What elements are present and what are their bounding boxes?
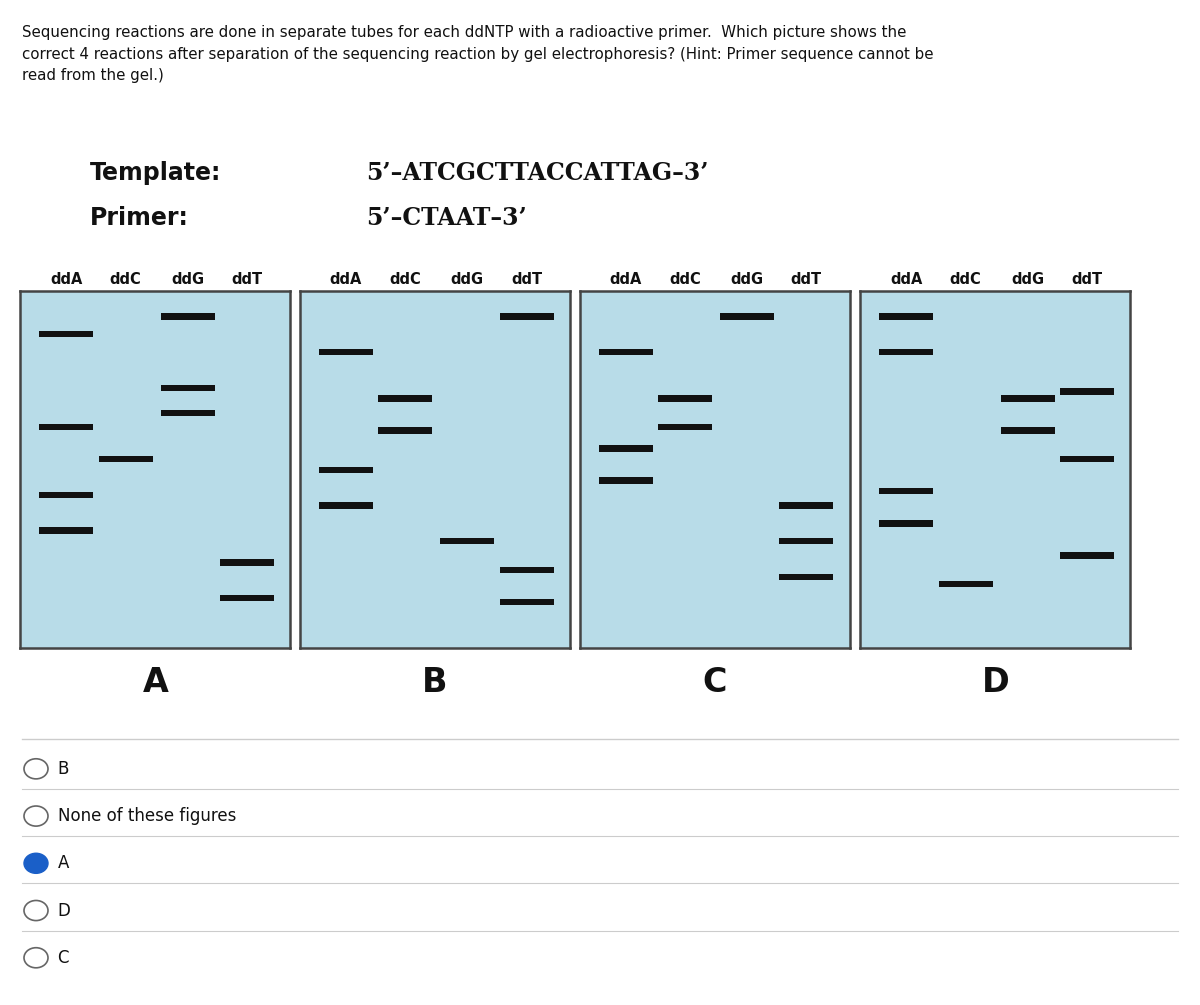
Bar — [720, 314, 774, 320]
Bar — [780, 502, 833, 509]
Bar — [98, 456, 152, 462]
Bar — [221, 595, 274, 601]
Bar — [880, 488, 934, 494]
Bar — [658, 395, 712, 402]
Bar — [938, 581, 992, 587]
Text: ddT: ddT — [1072, 272, 1103, 287]
Bar — [319, 502, 373, 509]
Text: A: A — [58, 854, 68, 872]
Text: Sequencing reactions are done in separate tubes for each ddNTP with a radioactiv: Sequencing reactions are done in separat… — [22, 25, 934, 83]
Text: A: A — [143, 666, 168, 699]
Bar — [880, 349, 934, 356]
Bar — [161, 410, 215, 416]
Bar — [599, 445, 653, 451]
Text: D: D — [58, 901, 71, 920]
Bar — [378, 395, 432, 402]
Bar — [599, 349, 653, 356]
Text: ddC: ddC — [950, 272, 982, 287]
Text: D: D — [982, 666, 1009, 699]
Text: C: C — [702, 666, 727, 699]
Text: None of these figures: None of these figures — [58, 807, 236, 825]
Text: ddT: ddT — [511, 272, 542, 287]
Bar — [40, 331, 94, 338]
Bar — [319, 466, 373, 473]
Bar — [1001, 427, 1055, 434]
Text: ddT: ddT — [791, 272, 822, 287]
Bar — [40, 528, 94, 534]
Text: ddA: ddA — [330, 272, 362, 287]
Bar — [161, 385, 215, 391]
Bar — [40, 424, 94, 430]
Text: C: C — [58, 949, 70, 967]
Text: B: B — [422, 666, 448, 699]
Bar — [319, 349, 373, 356]
Text: B: B — [58, 760, 68, 778]
Bar — [1061, 553, 1114, 559]
Bar — [658, 424, 712, 430]
Bar — [378, 427, 432, 434]
Bar — [500, 599, 553, 605]
Bar — [1061, 456, 1114, 462]
Text: ddT: ddT — [232, 272, 263, 287]
Text: ddC: ddC — [670, 272, 701, 287]
Bar — [880, 521, 934, 527]
Text: ddG: ddG — [1012, 272, 1044, 287]
Bar — [500, 314, 553, 320]
Text: 5’–CTAAT–3’: 5’–CTAAT–3’ — [366, 206, 527, 230]
Bar — [599, 477, 653, 483]
Text: ddA: ddA — [610, 272, 642, 287]
Text: ddC: ddC — [390, 272, 421, 287]
Text: ddG: ddG — [172, 272, 204, 287]
Text: ddC: ddC — [110, 272, 142, 287]
Bar — [880, 314, 934, 320]
Bar — [161, 314, 215, 320]
Bar — [1061, 388, 1114, 395]
Text: ddA: ddA — [890, 272, 923, 287]
Bar — [440, 538, 494, 545]
Text: Template:: Template: — [90, 161, 221, 185]
Bar — [1001, 395, 1055, 402]
Text: ddG: ddG — [731, 272, 763, 287]
Text: 5’–ATCGCTTACCATTAG–3’: 5’–ATCGCTTACCATTAG–3’ — [366, 161, 708, 185]
Bar — [40, 491, 94, 498]
Bar — [780, 574, 833, 580]
Bar — [221, 560, 274, 566]
Text: Primer:: Primer: — [90, 206, 188, 230]
Text: ddA: ddA — [50, 272, 83, 287]
Text: ddG: ddG — [451, 272, 484, 287]
Bar — [780, 538, 833, 545]
Bar — [500, 567, 553, 573]
